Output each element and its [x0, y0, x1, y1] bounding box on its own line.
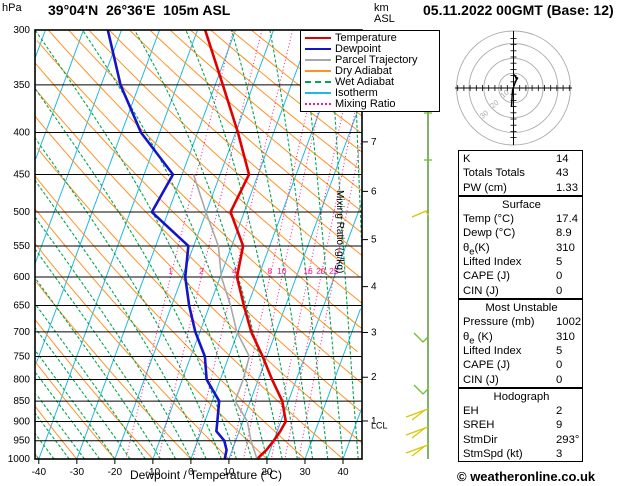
svg-text:20: 20: [488, 98, 500, 110]
svg-text:30: 30: [478, 108, 490, 120]
svg-text:10: 10: [499, 88, 511, 100]
